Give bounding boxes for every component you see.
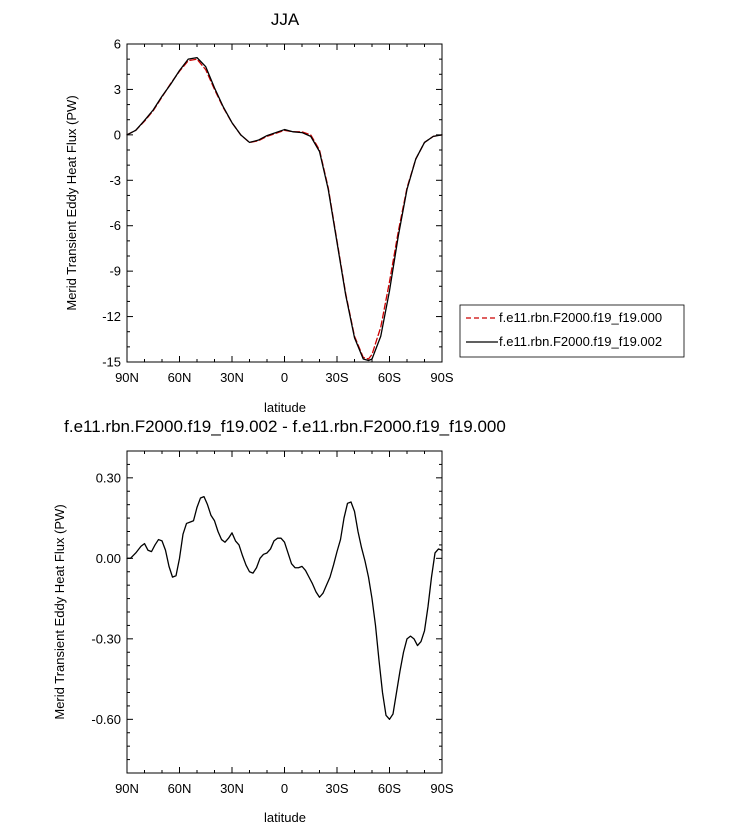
y-tick-label: 0.00 <box>96 551 121 566</box>
top-plot-frame <box>126 43 443 363</box>
y-tick-label: 3 <box>114 82 121 97</box>
x-tick-label: 90N <box>115 781 139 796</box>
bottom-chart-title: f.e11.rbn.F2000.f19_f19.002 - f.e11.rbn.… <box>64 417 506 436</box>
y-tick-label: -15 <box>102 355 121 370</box>
y-tick-label: 6 <box>114 37 121 52</box>
x-tick-label: 60N <box>168 781 192 796</box>
legend-label-0: f.e11.rbn.F2000.f19_f19.000 <box>499 310 662 325</box>
x-tick-label: 30N <box>220 370 244 385</box>
legend-label-1: f.e11.rbn.F2000.f19_f19.002 <box>499 334 662 349</box>
y-tick-label: -0.30 <box>91 631 121 646</box>
series-line-0 <box>126 495 443 720</box>
y-tick-label: -6 <box>109 218 121 233</box>
x-tick-label: 0 <box>281 370 288 385</box>
legend: f.e11.rbn.F2000.f19_f19.000 f.e11.rbn.F2… <box>459 304 685 358</box>
x-tick-label: 0 <box>281 781 288 796</box>
bottom-plot-frame <box>126 450 443 774</box>
x-tick-label: 60N <box>168 370 192 385</box>
y-tick-label: 0 <box>114 127 121 142</box>
bottom-x-axis-label: latitude <box>264 810 306 825</box>
y-tick-label: -0.60 <box>91 712 121 727</box>
x-tick-label: 90S <box>430 781 453 796</box>
legend-frame <box>459 304 685 358</box>
x-tick-label: 60S <box>378 370 401 385</box>
bottom-chart: f.e11.rbn.F2000.f19_f19.002 - f.e11.rbn.… <box>52 417 506 825</box>
y-tick-label: -3 <box>109 173 121 188</box>
series-line-1 <box>126 56 443 362</box>
y-tick-label: -9 <box>109 264 121 279</box>
y-tick-label: 0.30 <box>96 470 121 485</box>
top-x-axis-label: latitude <box>264 400 306 415</box>
x-tick-label: 60S <box>378 781 401 796</box>
top-y-axis-label: Merid Transient Eddy Heat Flux (PW) <box>64 95 79 310</box>
y-tick-label: -12 <box>102 309 121 324</box>
x-tick-label: 90S <box>430 370 453 385</box>
x-tick-label: 30S <box>325 781 348 796</box>
x-tick-label: 30S <box>325 370 348 385</box>
x-tick-label: 30N <box>220 781 244 796</box>
x-tick-label: 90N <box>115 370 139 385</box>
top-chart: JJA 90N 60N 30N 0 30S 60S 90S 6 3 0 -3 -6 -9 -12 -15 l… <box>64 10 685 415</box>
bottom-y-axis-label: Merid Transient Eddy Heat Flux (PW) <box>52 504 67 719</box>
top-chart-title: JJA <box>271 10 300 29</box>
series-line-0 <box>126 58 443 360</box>
